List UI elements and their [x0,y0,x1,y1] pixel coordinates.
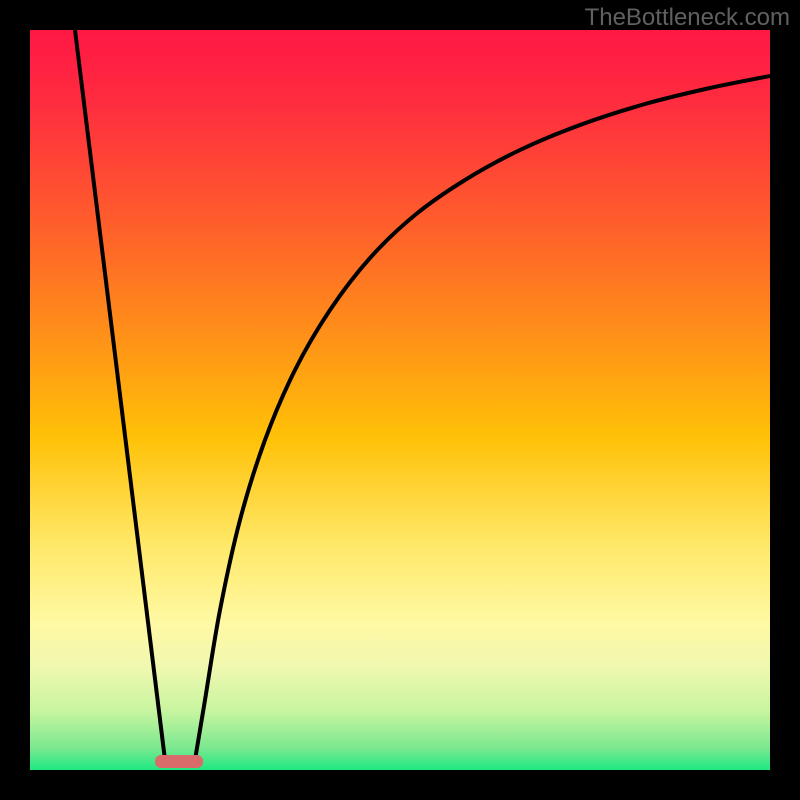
bottleneck-chart: TheBottleneck.com [0,0,800,800]
chart-svg [0,0,800,800]
watermark-text: TheBottleneck.com [585,4,790,32]
gradient-background [30,30,770,770]
valley-marker [155,755,203,768]
